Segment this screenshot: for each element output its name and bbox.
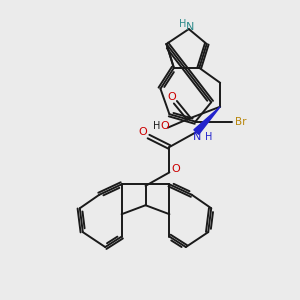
Text: N: N xyxy=(186,22,194,32)
Text: O: O xyxy=(167,92,176,102)
Text: O: O xyxy=(172,164,180,174)
Text: H: H xyxy=(205,132,212,142)
Text: N: N xyxy=(193,132,201,142)
Text: H: H xyxy=(178,19,186,29)
Text: Br: Br xyxy=(235,117,246,127)
Text: O: O xyxy=(139,127,148,137)
Text: O: O xyxy=(160,121,169,131)
Polygon shape xyxy=(194,107,220,134)
Text: H: H xyxy=(153,121,160,131)
